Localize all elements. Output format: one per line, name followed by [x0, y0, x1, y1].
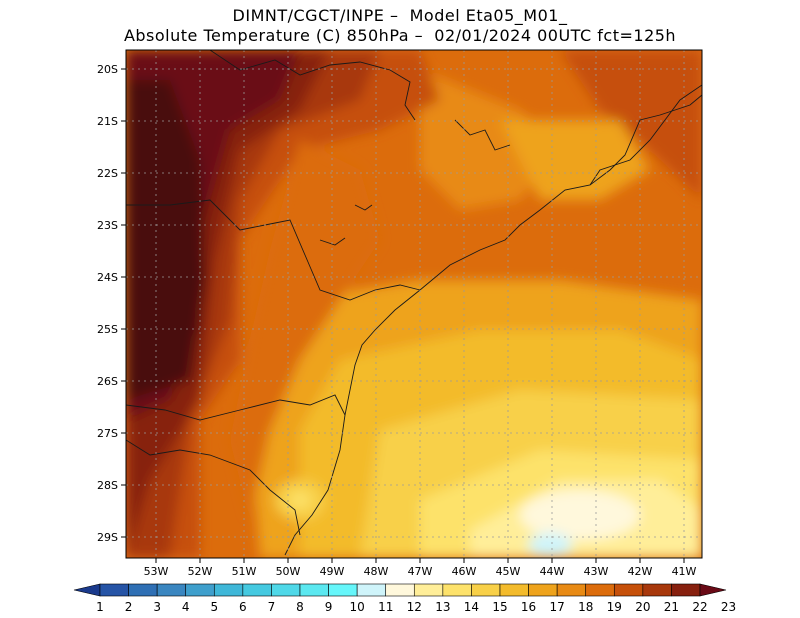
colorbar-label: 7: [268, 600, 276, 614]
lat-label: 29S: [97, 531, 118, 544]
colorbar-label: 15: [492, 600, 507, 614]
colorbar-label: 22: [692, 600, 707, 614]
colorbar-swatch: [471, 583, 501, 597]
coastlines-and-borders: [126, 50, 702, 556]
lon-label: 45W: [496, 565, 521, 578]
colorbar-swatch: [499, 583, 529, 597]
colorbar-swatch: [556, 583, 587, 597]
title-line-1: DIMNT/CGCT/INPE – Model Eta05_M01_: [232, 6, 568, 25]
temperature-field: [126, 50, 702, 558]
colorbar-label: 3: [153, 600, 161, 614]
lat-label: 20S: [97, 63, 118, 76]
colorbar-swatch: [299, 583, 329, 597]
lon-label: 52W: [188, 565, 213, 578]
colorbar-swatch: [356, 583, 387, 597]
colorbar-swatch: [213, 583, 244, 597]
gridlines: [126, 50, 702, 558]
colorbar-label: 1: [96, 600, 104, 614]
colorbar: 1 2 3 4 5 6 7 8 9 10 11 12 13 14 15 16 17 18 19 20 21 22 23: [73, 583, 736, 614]
colorbar-swatch: [128, 583, 158, 597]
colorbar-label: 2: [125, 600, 133, 614]
lat-label: 24S: [97, 271, 118, 284]
colorbar-label: 14: [464, 600, 479, 614]
colorbar-label: 8: [296, 600, 304, 614]
colorbar-label: 18: [578, 600, 593, 614]
colorbar-label: 10: [350, 600, 365, 614]
colorbar-swatch: [642, 583, 672, 597]
colorbar-swatch: [528, 583, 558, 597]
colorbar-label: 12: [407, 600, 422, 614]
colorbar-swatch: [585, 583, 615, 597]
colorbar-label: 20: [635, 600, 650, 614]
colorbar-label: 16: [521, 600, 536, 614]
colorbar-swatch: [99, 583, 129, 597]
colorbar-swatch: [385, 583, 415, 597]
lon-label: 51W: [232, 565, 257, 578]
colorbar-label: 13: [435, 600, 450, 614]
lat-label: 21S: [97, 115, 118, 128]
colorbar-swatch: [185, 583, 215, 597]
colorbar-swatch: [613, 583, 644, 597]
lat-label: 22S: [97, 167, 118, 180]
lat-label: 26S: [97, 375, 118, 388]
lon-label: 43W: [584, 565, 609, 578]
lon-label: 41W: [672, 565, 697, 578]
lat-label: 27S: [97, 427, 118, 440]
colorbar-swatch: [271, 583, 301, 597]
colorbar-label: 5: [210, 600, 218, 614]
colorbar-swatch: [156, 583, 187, 597]
colorbar-arrow-right: [699, 583, 727, 597]
colorbar-label: 11: [378, 600, 393, 614]
colorbar-label: 23: [721, 600, 736, 614]
colorbar-swatch: [413, 583, 444, 597]
lon-label: 46W: [452, 565, 477, 578]
colorbar-swatch: [242, 583, 272, 597]
colorbar-label: 9: [325, 600, 333, 614]
lon-label: 47W: [408, 565, 433, 578]
lon-label: 42W: [628, 565, 653, 578]
lat-label: 28S: [97, 479, 118, 492]
title-line-2: Absolute Temperature (C) 850hPa – 02/01/…: [123, 26, 677, 45]
colorbar-label: 19: [607, 600, 622, 614]
colorbar-swatch: [328, 583, 358, 597]
lat-label: 23S: [97, 219, 118, 232]
colorbar-swatch: [671, 583, 701, 597]
lon-label: 50W: [276, 565, 301, 578]
colorbar-label: 4: [182, 600, 190, 614]
lat-label: 25S: [97, 323, 118, 336]
latitude-axis: 20S 21S 22S 23S 24S 25S 26S 27S 28S 29S: [97, 63, 126, 544]
colorbar-swatch: [442, 583, 472, 597]
colorbar-label: 21: [664, 600, 679, 614]
lon-label: 49W: [320, 565, 345, 578]
lon-label: 44W: [540, 565, 565, 578]
colorbar-label: 17: [550, 600, 565, 614]
lon-label: 53W: [144, 565, 169, 578]
plot-frame: [125, 49, 703, 559]
longitude-axis: 53W 52W 51W 50W 49W 48W 47W 46W 45W 44W …: [144, 558, 697, 578]
colorbar-label: 6: [239, 600, 247, 614]
lon-label: 48W: [364, 565, 389, 578]
colorbar-arrow-left: [73, 583, 101, 597]
